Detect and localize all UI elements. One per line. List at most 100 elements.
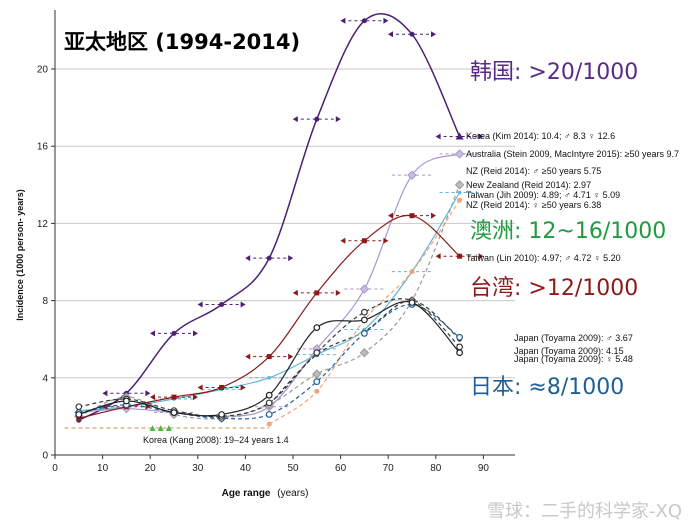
annotation-japan: 日本: ≈8/1000	[470, 375, 624, 400]
x-axis-label-text: Age range	[222, 488, 271, 499]
series-point-0-6	[361, 18, 367, 24]
range-arrow-right-0-8	[478, 133, 484, 140]
series-line-0	[78, 12, 461, 421]
y-tick-label-12: 12	[37, 219, 49, 230]
label-japan-female: Japan (Toyama 2009): ♀ 5.48	[514, 354, 633, 364]
series-line-9	[78, 300, 461, 417]
series-point-6-0	[76, 415, 82, 421]
series-labels: Korea (Kim 2014): 10.4; ♂ 8.3 ♀ 12.6 Aus…	[143, 131, 679, 445]
series-point-9-1	[122, 397, 130, 405]
x-tick-label-40: 40	[240, 463, 252, 474]
y-axis-label: Incidence (1000 person- years)	[15, 189, 25, 321]
series-point-3-8	[454, 180, 465, 190]
series-10	[64, 424, 270, 431]
range-arrow-right-6-7	[431, 212, 436, 219]
label-japan-male: Japan (Toyama 2009): ♂ 3.67	[514, 333, 633, 343]
range-arrow-right-0-6	[383, 17, 389, 24]
series-point-6-8	[457, 253, 463, 259]
range-arrow-right-0-5	[335, 116, 341, 123]
chart-title: 亚太地区 (1994-2014)	[64, 30, 300, 54]
series-point-1-6	[359, 284, 370, 294]
series-point-0-4	[266, 255, 272, 261]
series-point-9-3	[218, 411, 226, 418]
label-nz-female: NZ (Reid 2014): ♀ ≥50 years 6.38	[466, 200, 601, 210]
y-tick-label-8: 8	[42, 296, 48, 307]
range-arrow-left-0-1	[102, 390, 108, 397]
series-point-0-2	[171, 330, 177, 336]
x-tick-label-60: 60	[335, 463, 347, 474]
x-tick-label-50: 50	[287, 463, 299, 474]
x-tick-label-30: 30	[192, 463, 204, 474]
range-arrow-right-6-5	[335, 289, 341, 296]
range-arrow-right-0-2	[193, 330, 198, 337]
series-point-10-1	[157, 424, 164, 431]
range-arrow-left-6-3	[197, 384, 203, 391]
range-arrow-left-6-8	[435, 253, 441, 260]
range-arrow-left-0-2	[150, 330, 155, 337]
series-point-0-3	[219, 301, 225, 307]
x-axis-label: Age range (years)	[222, 488, 309, 499]
series-point-6-2	[171, 394, 177, 400]
series-9	[75, 299, 464, 418]
series-point-3-6	[359, 348, 370, 358]
range-arrow-left-6-6	[340, 237, 346, 244]
y-tick-label-0: 0	[42, 451, 48, 462]
series-point-7-6	[361, 330, 368, 337]
series-point-8-4	[265, 399, 273, 407]
range-arrow-right-6-2	[193, 394, 198, 401]
range-arrow-left-6-5	[292, 289, 298, 296]
series-0	[76, 12, 484, 423]
series-point-1-8	[454, 149, 465, 159]
series-point-5-3	[409, 269, 415, 275]
series-point-6-3	[219, 384, 225, 390]
range-arrow-left-0-4	[245, 255, 251, 262]
series-point-9-4	[265, 391, 273, 399]
range-arrow-right-6-8	[478, 253, 484, 260]
series-point-0-5	[314, 116, 320, 122]
series-point-8-5	[313, 349, 321, 357]
x-axis-label-unit: (years)	[277, 488, 308, 499]
series-point-9-2	[170, 409, 178, 416]
series-point-4-4	[267, 376, 272, 380]
series-point-8-0	[75, 403, 83, 411]
series-point-8-8	[456, 343, 464, 351]
series-line-8	[78, 298, 461, 418]
range-arrow-right-0-1	[145, 390, 151, 397]
series-point-0-8	[455, 132, 464, 140]
range-arrow-right-0-3	[240, 301, 246, 308]
label-taiwan-lin: Taiwan (Lin 2010): 4.97; ♂ 4.72 ♀ 5.20	[466, 253, 621, 263]
range-arrow-right-6-6	[383, 237, 389, 244]
series-point-10-0	[149, 424, 156, 431]
series-point-0-7	[409, 31, 415, 37]
label-nz-male: NZ (Reid 2014): ♂ ≥50 years 5.75	[466, 166, 601, 176]
range-arrow-left-6-4	[245, 353, 251, 360]
range-arrow-left-0-7	[388, 31, 393, 38]
series-point-6-6	[361, 238, 367, 244]
y-tick-label-20: 20	[37, 65, 49, 76]
series-point-4-8	[457, 190, 462, 195]
series-point-10-2	[165, 424, 172, 431]
label-new-zealand: New Zealand (Reid 2014): 2.97	[466, 180, 591, 190]
x-tick-labels: 0 10 20 30 40 50 60 70 80 90	[52, 455, 489, 474]
y-tick-labels: 0 4 8 12 16 20	[37, 65, 55, 462]
range-arrow-right-0-4	[288, 255, 294, 262]
range-arrow-left-0-3	[197, 301, 203, 308]
series-point-6-5	[314, 290, 320, 296]
range-arrow-left-6-7	[388, 212, 393, 219]
series-point-1-7	[407, 170, 417, 180]
series-layer	[64, 12, 484, 431]
series-point-3-5	[312, 369, 322, 379]
range-arrow-right-0-7	[431, 31, 436, 38]
series-point-5-1	[314, 388, 320, 394]
y-tick-label-16: 16	[37, 142, 49, 153]
x-tick-label-70: 70	[383, 463, 395, 474]
grid-lines	[55, 68, 515, 379]
series-point-6-4	[266, 354, 272, 360]
y-tick-label-4: 4	[42, 373, 48, 384]
series-point-5-0	[266, 421, 272, 427]
series-line-1	[78, 153, 460, 418]
series-point-6-7	[409, 213, 415, 219]
x-tick-label-10: 10	[97, 463, 109, 474]
